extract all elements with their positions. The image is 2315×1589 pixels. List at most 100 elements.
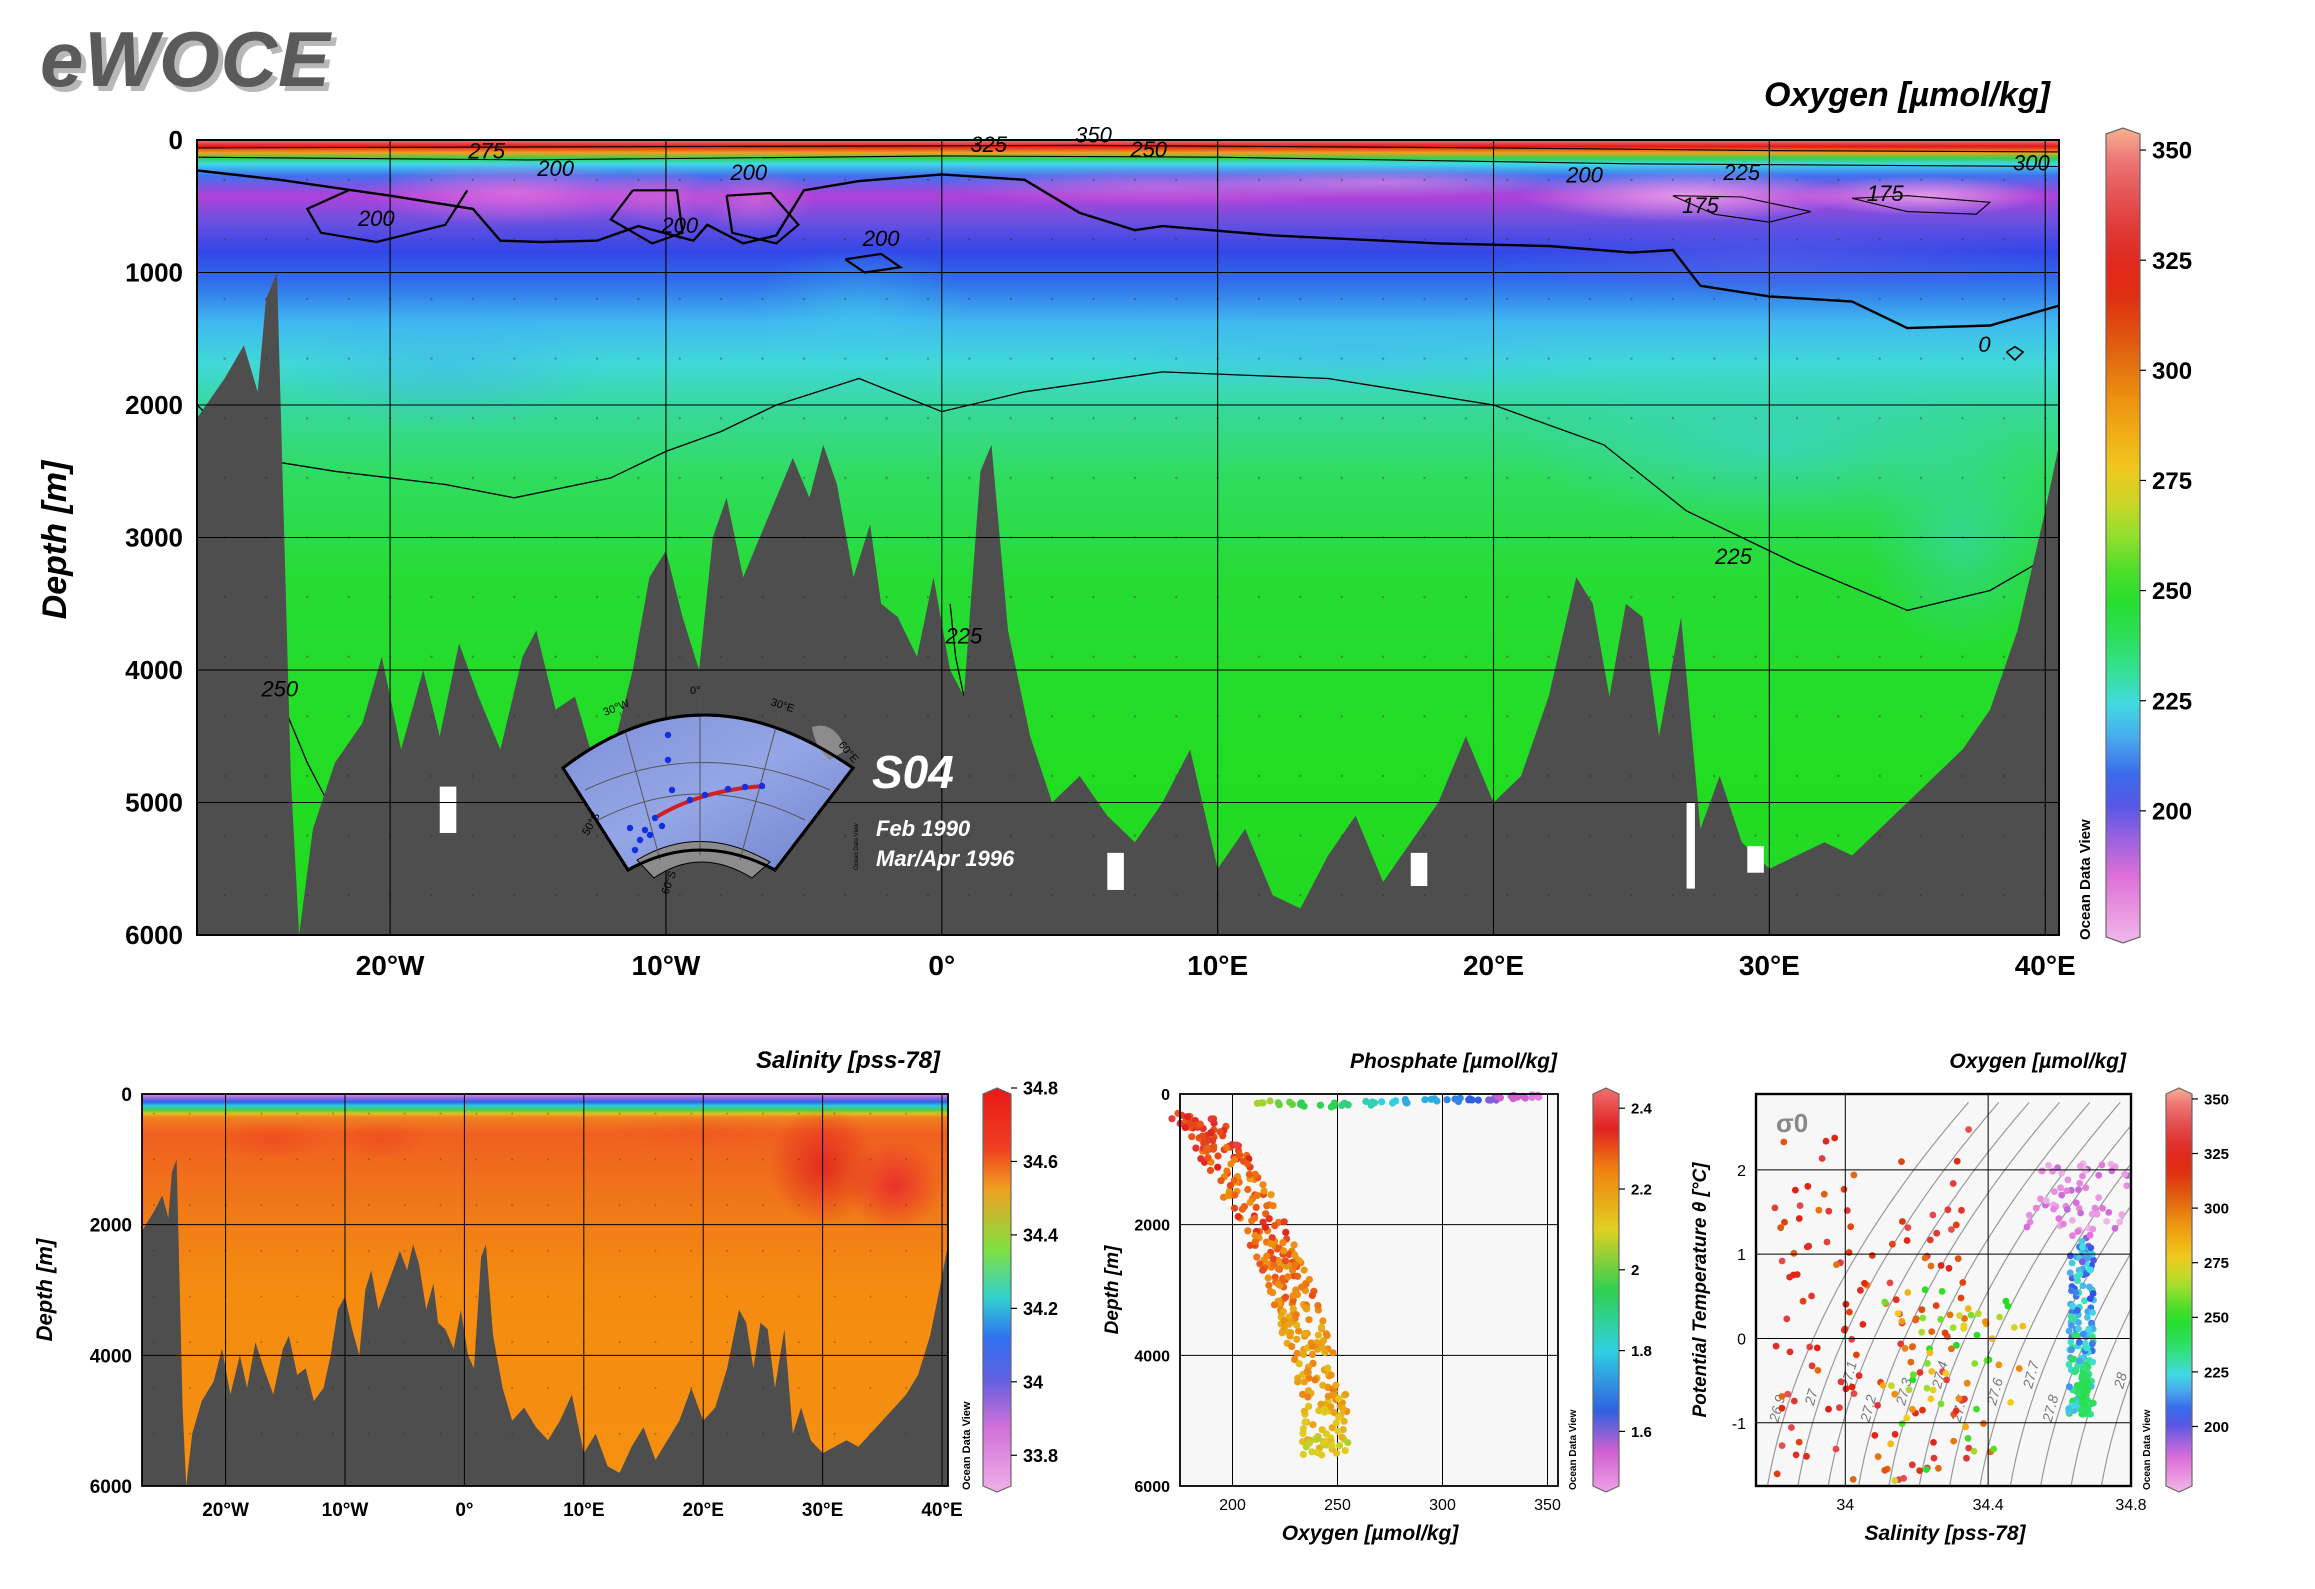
sample-dot	[1175, 238, 1178, 241]
sample-dot	[690, 1295, 693, 1298]
sample-dot	[1257, 894, 1261, 897]
scatter-point	[2087, 1244, 2095, 1252]
isopycnal-label: 27	[1801, 1386, 1821, 1407]
sample-dot	[1878, 715, 1881, 718]
x-tick-label: 250	[1324, 1497, 1351, 1514]
scatter-point	[1339, 1405, 1347, 1413]
sample-dot	[264, 715, 268, 718]
sample-dot	[223, 834, 226, 837]
data-gap	[1747, 846, 1764, 873]
scatter-point	[2045, 1162, 2052, 1169]
sample-dot	[347, 178, 350, 181]
sample-dot	[1961, 417, 1964, 420]
sample-dot	[430, 178, 433, 181]
scatter-point	[1184, 1113, 1192, 1121]
scatter-point	[1949, 1180, 1957, 1187]
scatter-point	[2074, 1228, 2082, 1235]
sample-dot	[223, 774, 226, 778]
sample-dot	[1961, 476, 1964, 480]
sample-dot	[1092, 238, 1095, 241]
scatter-point	[1772, 1342, 1780, 1350]
scatter-point	[1929, 1386, 1937, 1394]
sample-dot	[1961, 715, 1964, 718]
scatter-point	[1956, 1312, 1963, 1319]
sample-dot	[1340, 894, 1343, 897]
colorbar-tick-label: 34	[1023, 1372, 1043, 1392]
scatter-point	[1778, 1393, 1786, 1400]
sample-dot	[260, 1295, 263, 1298]
sample-dot	[1547, 834, 1550, 837]
sample-dot	[1878, 238, 1881, 241]
scatter-point	[2086, 1283, 2093, 1291]
sample-dot	[1712, 357, 1716, 360]
scatter-point	[2075, 1319, 2082, 1326]
sample-dot	[1671, 774, 1675, 778]
contour-label: 300	[2013, 150, 2050, 175]
oxygen-feature	[362, 161, 666, 225]
sample-dot	[1919, 894, 1923, 897]
scatter-point	[1912, 1315, 1920, 1323]
scatter-point	[1299, 1425, 1307, 1433]
scatter-point	[2123, 1182, 2131, 1190]
scatter-point	[2089, 1290, 2097, 1297]
colorbar-tick-label: 250	[2204, 1310, 2229, 1327]
scatter-point	[2060, 1220, 2067, 1228]
sample-dot	[926, 595, 930, 599]
scatter-point	[2084, 1254, 2092, 1262]
sample-dot	[833, 1295, 836, 1298]
sample-dot	[475, 1158, 478, 1161]
y-tick-label: 2000	[125, 390, 183, 420]
sample-dot	[905, 1432, 908, 1435]
sample-dot	[1050, 476, 1054, 480]
scatter-point	[1879, 1382, 1887, 1389]
sample-dot	[1464, 774, 1468, 778]
sample-dot	[595, 476, 599, 480]
scatter-point	[1301, 1418, 1309, 1426]
sample-dot	[869, 1387, 872, 1389]
y-tick-label: 1	[1737, 1247, 1746, 1264]
oxygen-contour	[305, 189, 469, 244]
sample-dot	[1381, 476, 1385, 480]
x-tick-label: 20°W	[356, 950, 425, 981]
scatter-point	[1269, 1255, 1277, 1263]
sample-dot	[885, 834, 888, 837]
scatter-point	[1282, 1293, 1290, 1301]
scatter-point	[1270, 1301, 1279, 1309]
sample-dot	[1795, 774, 1799, 778]
scatter-point	[2080, 1363, 2087, 1371]
sample-dot	[1588, 834, 1592, 837]
colorbar: 33.8 34 34.2 34.4 34.6 34.8	[982, 1078, 1058, 1493]
scatter-point	[1949, 1324, 1957, 1331]
scatter-point	[1897, 1340, 1905, 1348]
sample-dot	[1092, 834, 1095, 837]
sample-dot	[2002, 238, 2006, 241]
inset-map-station	[741, 783, 749, 791]
colorbar-credit: Ocean Data View	[2077, 819, 2094, 940]
sample-dot	[1009, 715, 1012, 718]
scatter-point	[2075, 1186, 2082, 1194]
scatter-point	[2063, 1187, 2071, 1195]
sample-dot	[618, 1249, 621, 1252]
sample-dot	[554, 297, 557, 301]
scatter-point	[1251, 1238, 1259, 1246]
scatter-point	[1443, 1096, 1451, 1104]
scatter-point	[1279, 1239, 1287, 1247]
sample-dot	[1712, 715, 1716, 718]
sample-dot	[1795, 297, 1799, 301]
scatter-point	[1340, 1099, 1349, 1107]
scatter-point	[1291, 1251, 1299, 1259]
sample-dot	[1009, 178, 1012, 181]
sample-dot	[347, 774, 350, 778]
sample-dot	[332, 1204, 335, 1207]
colorbar-tick-label: 225	[2204, 1364, 2229, 1381]
sample-dot	[430, 417, 433, 420]
sample-dot	[1795, 238, 1799, 241]
scatter-point	[2089, 1309, 2097, 1316]
sample-dot	[403, 1295, 406, 1298]
scatter-point	[1335, 1442, 1344, 1450]
contour-label: 275	[467, 139, 505, 164]
isopycnal-label: 27.8	[2039, 1393, 2062, 1425]
sample-dot	[1257, 357, 1261, 360]
scatter-point	[1324, 1392, 1332, 1400]
sample-dot	[1506, 417, 1509, 420]
